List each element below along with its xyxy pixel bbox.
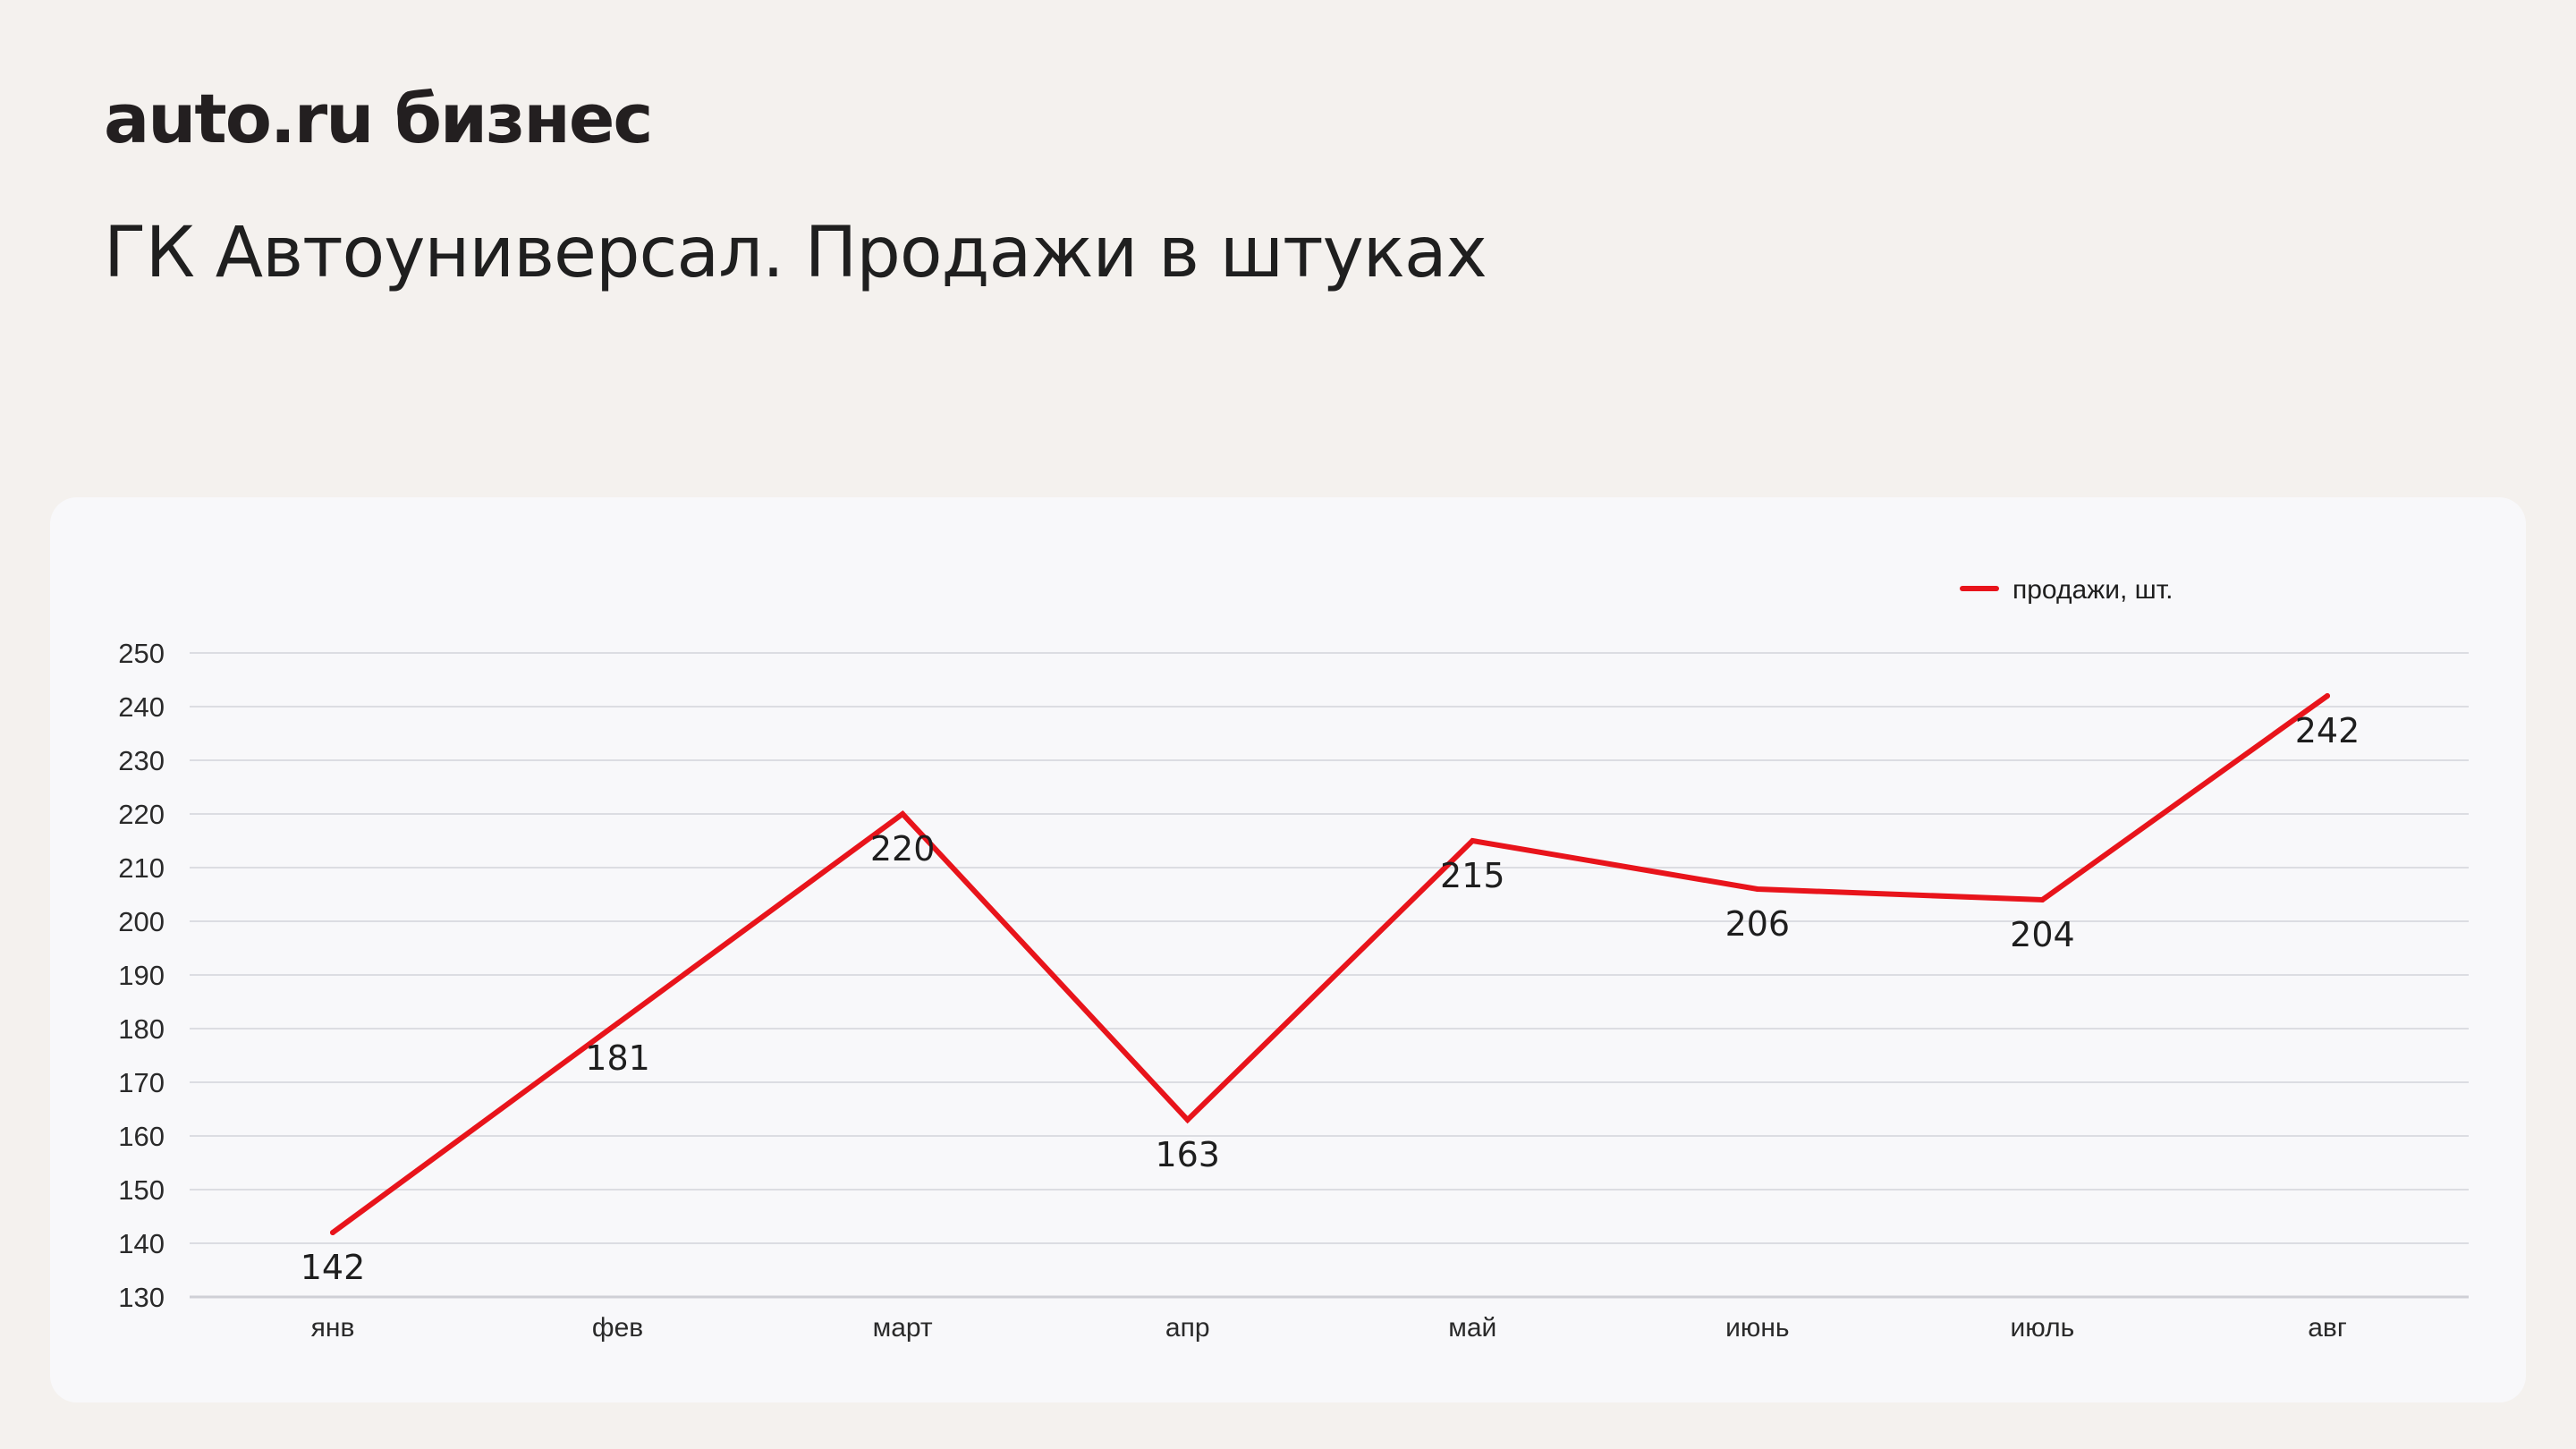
data-point [1184,1117,1191,1123]
brand-logo: auto.ru бизнес [104,79,653,158]
sales-line-chart: 130 140 150 160 170 180 190 200 210 220 230 240 250 я… [118,575,2469,1343]
data-point [1470,838,1476,843]
chart-card: 130 140 150 160 170 180 190 200 210 220 230 240 250 я… [50,497,2526,1402]
y-tick-label: 200 [118,906,165,937]
x-tick-label: июль [2011,1313,2075,1343]
y-tick-label: 180 [118,1013,165,1045]
data-point [2325,693,2330,699]
x-tick-label: май [1448,1313,1496,1343]
y-tick-label: 160 [118,1121,165,1152]
data-label: 204 [2010,915,2075,954]
legend-label: продажи, шт. [2012,575,2173,605]
data-label: 206 [1725,904,1791,944]
data-label: 142 [301,1248,366,1287]
data-label: 215 [1440,856,1505,895]
y-tick-label: 150 [118,1174,165,1206]
data-point [330,1230,335,1235]
data-point [614,1021,621,1026]
x-tick-label: авг [2308,1313,2347,1343]
y-tick-label: 250 [118,638,165,669]
x-tick-label: март [873,1313,933,1343]
data-point [1754,886,1760,892]
x-tick-label: июнь [1725,1313,1789,1343]
x-tick-label: фев [592,1313,643,1343]
data-point [900,811,906,817]
y-tick-label: 220 [118,799,165,830]
y-tick-label: 140 [118,1228,165,1259]
x-tick-label: янв [311,1313,355,1343]
data-label: 242 [2295,711,2360,750]
data-point [2039,897,2046,902]
y-tick-label: 230 [118,745,165,776]
y-tick-label: 170 [118,1067,165,1098]
y-tick-label: 130 [118,1282,165,1313]
x-tick-label: апр [1165,1313,1210,1343]
data-label: 181 [585,1038,650,1078]
series-line-sales [330,693,2330,1235]
page-title: ГК Автоуниверсал. Продажи в штуках [104,213,1487,293]
y-tick-label: 190 [118,960,165,991]
y-tick-label: 240 [118,691,165,723]
data-label: 163 [1155,1135,1220,1174]
data-label: 220 [870,829,936,869]
y-tick-label: 210 [118,852,165,884]
